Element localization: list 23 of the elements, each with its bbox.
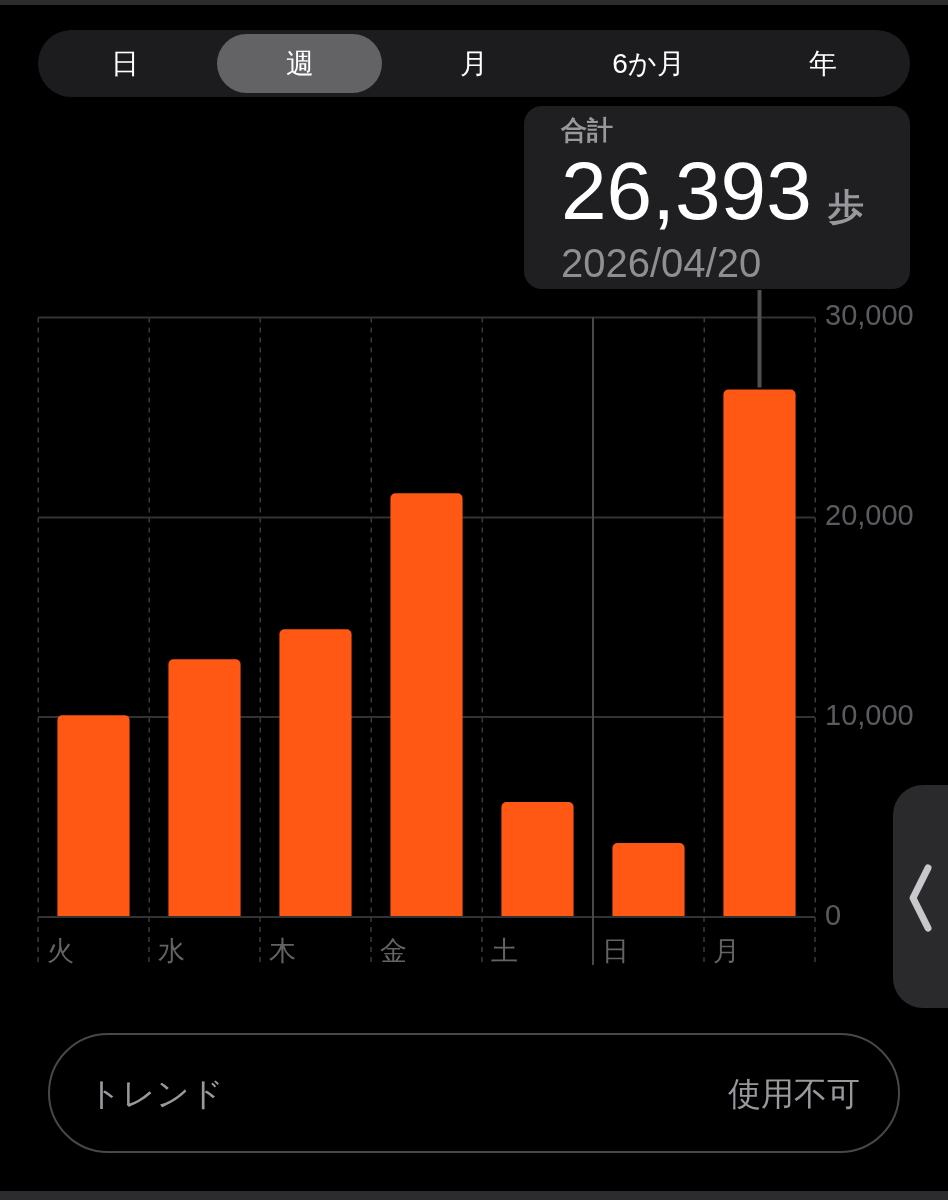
x-tick-label: 木	[268, 935, 296, 966]
x-tick-label: 金	[379, 935, 407, 966]
y-tick-label: 30,000	[825, 299, 914, 332]
bar	[612, 843, 685, 916]
bar	[723, 389, 796, 916]
bar	[279, 629, 352, 916]
annotation: 2026/04/20	[561, 241, 762, 285]
bar	[168, 659, 241, 916]
status-pill: トレンド 使用不可	[48, 1033, 900, 1153]
y-tick-label: 0	[825, 899, 842, 931]
x-tick-label: 月	[712, 935, 740, 966]
bar	[501, 802, 574, 916]
x-tick-label: 火	[46, 935, 74, 966]
y-tick-label: 10,000	[825, 699, 914, 732]
data-label: 26,393	[561, 145, 812, 236]
bar	[390, 493, 463, 916]
bar	[57, 715, 130, 916]
tooltip-box: 合計 26,393 歩 2026/04/20	[524, 106, 910, 289]
x-tick-label: 水	[157, 935, 185, 966]
y-tick-label: 20,000	[825, 499, 914, 532]
segmented-control: 日 週 月 6か月 年	[38, 30, 910, 97]
x-tick-label: 土	[490, 935, 518, 966]
x-tick-label: 日	[601, 935, 629, 966]
